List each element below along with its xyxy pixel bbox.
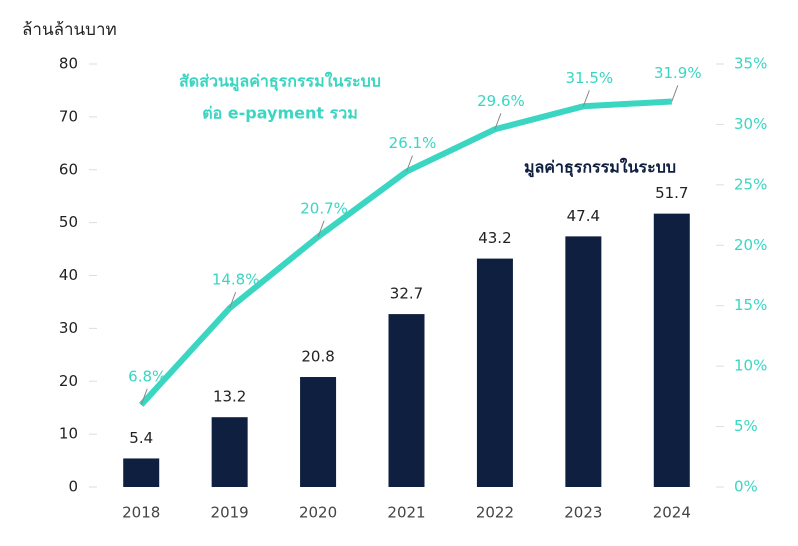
y2-tick-label: 20%: [734, 236, 767, 254]
bar: [211, 417, 248, 487]
bar: [123, 458, 160, 487]
bar-value-label: 20.8: [301, 348, 334, 366]
y-tick-label: 40: [59, 266, 78, 284]
bar: [565, 236, 602, 487]
bar-value-label: 51.7: [655, 184, 688, 202]
label-leader: [140, 388, 148, 405]
x-tick-label: 2021: [387, 504, 425, 522]
line-annotation: สัดส่วนมูลค่าธุรกรรมในระบบ: [179, 72, 381, 93]
label-leader: [671, 85, 679, 102]
line-value-label: 20.7%: [300, 199, 348, 217]
x-tick-label: 2022: [476, 504, 514, 522]
bar: [388, 314, 425, 487]
line-value-label: 14.8%: [212, 271, 260, 289]
y-tick-label: 60: [59, 160, 78, 178]
y2-tick-label: 25%: [734, 175, 767, 193]
line-value-label: 29.6%: [477, 92, 525, 110]
bar-value-label: 47.4: [567, 207, 600, 225]
label-leader: [229, 291, 237, 309]
x-tick-label: 2018: [122, 504, 160, 522]
bar: [476, 258, 513, 487]
bar-annotation: มูลค่าธุรกรรมในระบบ: [524, 158, 676, 179]
y-tick-label: 20: [59, 372, 78, 390]
label-leader: [582, 90, 590, 107]
x-tick-label: 2020: [299, 504, 337, 522]
bar-value-label: 32.7: [390, 285, 423, 303]
line-value-label: 26.1%: [389, 134, 437, 152]
bar-value-label: 13.2: [213, 388, 246, 406]
line-value-label: 31.9%: [654, 64, 702, 82]
y-tick-label: 70: [59, 107, 78, 125]
y-tick-label: 0: [68, 478, 78, 496]
x-tick-label: 2023: [564, 504, 602, 522]
y-tick-label: 10: [59, 425, 78, 443]
bar: [300, 377, 337, 487]
line-value-label: 31.5%: [566, 69, 614, 87]
y2-tick-label: 15%: [734, 296, 767, 314]
y2-tick-label: 10%: [734, 357, 767, 375]
label-leader: [406, 155, 413, 172]
y-tick-label: 30: [59, 319, 78, 337]
line-annotation: ต่อ e-payment รวม: [202, 104, 358, 123]
y2-tick-label: 5%: [734, 417, 758, 435]
y2-tick-label: 0%: [734, 478, 758, 496]
x-tick-label: 2019: [211, 504, 249, 522]
bar-value-label: 43.2: [478, 229, 511, 247]
label-leader: [317, 220, 325, 238]
y-tick-label: 80: [59, 55, 78, 73]
label-leader: [494, 113, 502, 130]
line-value-label: 6.8%: [128, 367, 166, 385]
y-axis-label: ล้านล้านบาท: [22, 20, 117, 40]
y-tick-label: 50: [59, 213, 78, 231]
bar: [653, 213, 690, 488]
y2-tick-label: 30%: [734, 115, 767, 133]
y2-tick-label: 35%: [734, 55, 767, 73]
bar-value-label: 5.4: [129, 429, 153, 447]
x-tick-label: 2024: [653, 504, 691, 522]
